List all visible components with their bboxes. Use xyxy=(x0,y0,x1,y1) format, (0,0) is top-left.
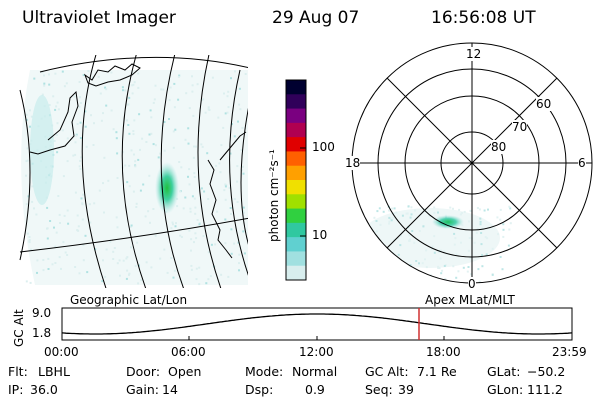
param-flt-key: Flt: xyxy=(8,364,28,379)
colorbar-segment xyxy=(286,122,306,138)
mlt-label-18: 18 xyxy=(345,156,361,170)
mlt-label-0: 0 xyxy=(468,277,476,291)
param-ip-key: IP: xyxy=(8,382,24,397)
param-door-key: Door: xyxy=(126,364,161,379)
mlt-label-6: 6 xyxy=(578,156,586,170)
gc-alt-tick-low: 1.8 xyxy=(32,326,52,340)
gc-alt-tick-high: 9.0 xyxy=(32,306,52,320)
param-glat-value: −50.2 xyxy=(527,364,566,379)
colorbar-segment xyxy=(286,108,306,124)
param-dsp-key: Dsp: xyxy=(245,382,274,397)
colorbar-tick-100: 100 xyxy=(312,140,335,154)
time-tick-2359: 23:59 xyxy=(552,345,587,359)
param-mode-key: Mode: xyxy=(245,364,284,379)
colorbar-segment xyxy=(286,80,306,95)
param-glon-key: GLon: xyxy=(487,382,524,397)
colorbar xyxy=(285,79,307,281)
time-label: 16:56:08 UT xyxy=(431,8,536,28)
colorbar-unit-label: photon cm⁻²s⁻¹ xyxy=(267,149,281,242)
param-gcalt-key: GC Alt: xyxy=(365,364,409,379)
date-label: 29 Aug 07 xyxy=(272,8,360,28)
time-tick-1800: 18:00 xyxy=(426,345,461,359)
colorbar-tick-10: 10 xyxy=(312,228,328,242)
param-gain-key: Gain: xyxy=(126,382,159,397)
instrument-title: Ultraviolet Imager xyxy=(22,8,176,28)
time-tick-1200: 12:00 xyxy=(299,345,334,359)
param-flt-value: LBHL xyxy=(38,364,70,379)
param-door-value: Open xyxy=(168,364,202,379)
lat-label-60: 60 xyxy=(536,97,552,111)
colorbar-segment xyxy=(286,251,306,267)
lat-label-80: 80 xyxy=(491,140,507,154)
param-glat-key: GLat: xyxy=(487,364,521,379)
param-dsp-value: 0.9 xyxy=(305,382,325,397)
colorbar-segment xyxy=(286,208,306,224)
colorbar-segment xyxy=(286,137,306,152)
colorbar-segment xyxy=(286,265,306,281)
param-gain-value: 14 xyxy=(162,382,178,397)
colorbar-segment xyxy=(286,237,306,252)
polar-panel-label: Apex MLat/MLT xyxy=(425,293,515,307)
param-mode-value: Normal xyxy=(292,364,338,379)
time-tick-0000: 00:00 xyxy=(44,345,79,359)
polar-plot xyxy=(351,42,593,284)
colorbar-segment xyxy=(286,94,306,110)
geographic-map xyxy=(19,55,248,288)
orbit-altitude-plot xyxy=(61,307,573,341)
time-tick-0600: 06:00 xyxy=(171,345,206,359)
param-gcalt-value: 7.1 Re xyxy=(417,364,457,379)
param-glon-value: 111.2 xyxy=(527,382,563,397)
colorbar-segment xyxy=(286,180,306,195)
param-seq-value: 39 xyxy=(398,382,414,397)
colorbar-segment xyxy=(286,151,306,167)
mlt-label-12: 12 xyxy=(466,47,482,61)
colorbar-segment xyxy=(286,222,306,238)
param-seq-key: Seq: xyxy=(365,382,393,397)
param-ip-value: 36.0 xyxy=(30,382,58,397)
gc-alt-axis-label: GC Alt xyxy=(12,309,26,347)
colorbar-segment xyxy=(286,165,306,181)
geographic-panel-label: Geographic Lat/Lon xyxy=(70,293,188,307)
colorbar-segment xyxy=(286,194,306,210)
lat-label-70: 70 xyxy=(512,120,528,134)
